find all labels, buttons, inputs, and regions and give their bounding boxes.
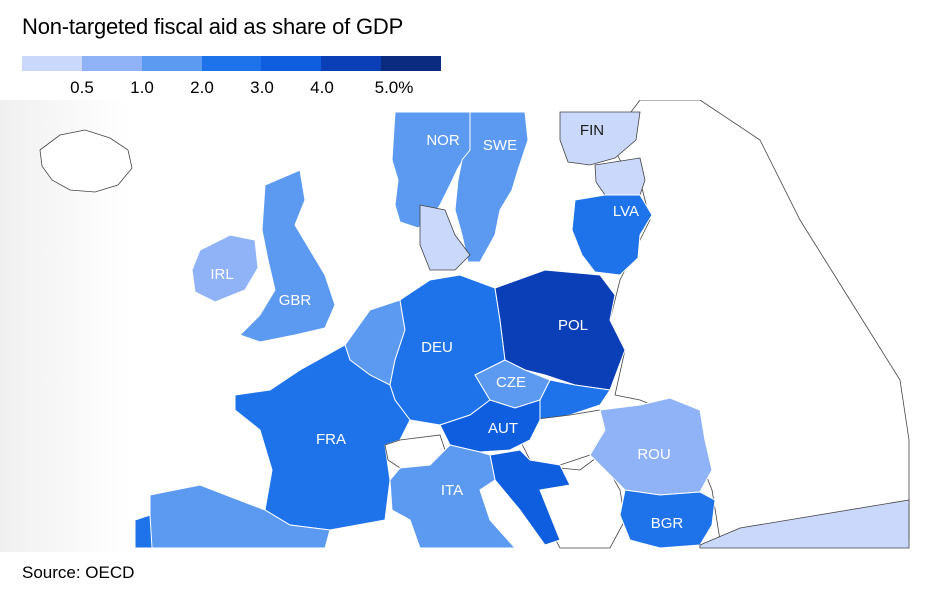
legend-swatch	[381, 56, 442, 71]
country-label-BGR: BGR	[651, 515, 684, 532]
country-label-NOR: NOR	[426, 132, 460, 149]
country-ITA[interactable]	[389, 444, 517, 549]
legend-color-bar	[22, 56, 442, 71]
legend-swatch	[81, 56, 142, 71]
country-label-CZE: CZE	[496, 374, 526, 391]
legend-label: 0.5	[70, 78, 94, 97]
country-TUR[interactable]	[699, 499, 910, 549]
country-EST[interactable]	[594, 157, 646, 196]
legend-swatch	[201, 56, 262, 71]
country-label-LVA: LVA	[613, 203, 639, 220]
legend-swatch	[321, 56, 382, 71]
legend-swatch	[261, 56, 322, 71]
country-FIN[interactable]	[559, 111, 641, 166]
country-label-DEU: DEU	[421, 339, 453, 356]
country-label-AUT: AUT	[488, 420, 518, 437]
country-label-SWE: SWE	[483, 137, 517, 154]
country-label-GBR: GBR	[279, 292, 312, 309]
country-GBR[interactable]	[239, 169, 336, 343]
legend-label: 3.0	[250, 78, 274, 97]
color-legend: 0.5 1.0 2.0 3.0 4.0 5.0%	[22, 56, 442, 97]
country-IRL[interactable]	[191, 234, 259, 303]
country-SWE[interactable]	[454, 111, 529, 263]
country-HRV[interactable]	[489, 449, 571, 546]
legend-label: 5.0%	[374, 78, 414, 97]
legend-label: 1.0	[130, 78, 154, 97]
country-label-POL: POL	[558, 317, 588, 334]
iceland-shape	[39, 129, 133, 193]
country-label-IRL: IRL	[210, 266, 233, 283]
country-DNK[interactable]	[419, 204, 471, 271]
legend-swatch	[22, 56, 82, 71]
country-BGR[interactable]	[619, 489, 716, 549]
legend-label: 4.0	[310, 78, 334, 97]
europe-map: NOR SWE FIN LVA IRL GBR DEU POL CZE AUT …	[0, 100, 929, 552]
country-label-ROU: ROU	[637, 446, 670, 463]
country-PRT[interactable]	[134, 514, 153, 549]
country-label-ITA: ITA	[441, 482, 463, 499]
country-ESP[interactable]	[149, 484, 331, 549]
country-LVA[interactable]	[571, 194, 653, 276]
legend-swatch	[141, 56, 202, 71]
legend-label: 2.0	[190, 78, 214, 97]
source-note: Source: OECD	[22, 563, 135, 582]
legend-labels: 0.5 1.0 2.0 3.0 4.0 5.0%	[22, 78, 441, 98]
country-label-FIN: FIN	[580, 122, 604, 139]
country-label-FRA: FRA	[316, 431, 346, 448]
map-title: Non-targeted fiscal aid as share of GDP	[22, 14, 404, 39]
